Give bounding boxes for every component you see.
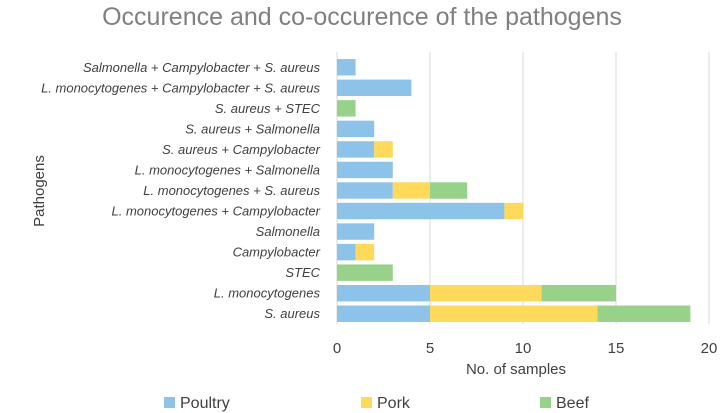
x-tick-label: 5 xyxy=(426,340,434,357)
bar-pork-s-aureus-campylobacter xyxy=(374,141,393,158)
bars xyxy=(337,59,691,322)
bar-pork-s-aureus xyxy=(430,305,598,322)
category-labels: Salmonella + Campylobacter + S. aureus L.… xyxy=(41,60,321,321)
legend-label-beef: Beef xyxy=(556,395,589,412)
category-label: L. monocytogenes + S. aureus xyxy=(143,183,320,198)
category-label: Salmonella + Campylobacter + S. aureus xyxy=(83,60,321,75)
bar-pork-campylobacter xyxy=(355,243,375,261)
x-tick-label: 20 xyxy=(701,340,718,357)
bar-poultry-campylobacter xyxy=(337,243,356,261)
x-tick-label: 10 xyxy=(515,340,532,357)
x-axis-title: No. of samples xyxy=(466,361,566,378)
category-label: Salmonella xyxy=(256,224,320,239)
category-label: STEC xyxy=(285,265,320,280)
bar-poultry-s-aureus-salmonella xyxy=(337,120,375,138)
bar-beef-l-monocytogenes-s-aureus xyxy=(430,182,468,199)
bar-poultry-s-aureus xyxy=(337,305,430,322)
bar-beef-l-monocytogenes xyxy=(541,284,616,302)
bar-poultry-l-monocytogenes-salmonella xyxy=(337,161,393,179)
bar-beef-stec xyxy=(337,264,393,281)
category-label: S. aureus xyxy=(264,306,320,321)
legend-label-pork: Pork xyxy=(377,395,411,412)
bar-poultry-salmonella xyxy=(337,223,375,240)
bar-poultry-l-monocytogenes-s-aureus xyxy=(337,182,393,199)
bar-pork-l-monocytogenes-s-aureus xyxy=(392,182,430,199)
legend-swatch-pork xyxy=(361,397,372,408)
bar-poultry-l-monocytogenes xyxy=(337,284,430,302)
bar-beef-s-aureus-stec xyxy=(337,100,356,117)
x-tick-label: 0 xyxy=(333,340,341,357)
chart-title: Occurence and co-occurence of the pathog… xyxy=(102,3,622,31)
category-label: L. monocytogenes + Campylobacter + S. au… xyxy=(41,80,320,95)
category-label: S. aureus + Salmonella xyxy=(185,121,320,136)
legend-label-poultry: Poultry xyxy=(180,395,230,412)
bar-poultry-l-monocytogenes-campylobacter-s-aureus xyxy=(337,79,412,97)
bar-pork-l-monocytogenes xyxy=(430,284,542,302)
x-tick-label: 15 xyxy=(608,340,625,357)
category-label: Campylobacter xyxy=(233,245,321,260)
legend: Poultry Pork Beef xyxy=(164,395,589,412)
category-label: S. aureus + Campylobacter xyxy=(162,142,321,157)
bar-poultry-l-monocytogenes-campylobacter xyxy=(337,202,505,220)
legend-swatch-beef xyxy=(540,397,551,408)
bar-poultry-s-aureus-campylobacter xyxy=(337,141,375,158)
bar-poultry-salmonella-campylobacter-s-aureus xyxy=(337,59,356,76)
category-label: S. aureus + STEC xyxy=(215,101,321,116)
x-tick-labels: 0 5 10 15 20 xyxy=(333,340,718,357)
category-label: L. monocytogenes xyxy=(214,286,321,301)
y-axis-title: Pathogens xyxy=(31,155,48,227)
legend-swatch-poultry xyxy=(164,397,175,408)
bar-beef-s-aureus xyxy=(597,305,691,322)
category-label: L. monocytogenes + Salmonella xyxy=(135,162,320,177)
bar-pork-l-monocytogenes-campylobacter xyxy=(504,202,523,220)
category-label: L. monocytogenes + Campylobacter xyxy=(112,204,321,219)
